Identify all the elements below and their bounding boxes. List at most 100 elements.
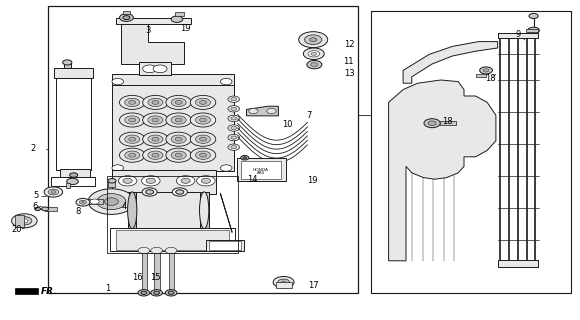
Circle shape [176, 190, 184, 194]
Circle shape [152, 100, 159, 104]
Bar [169, 251, 174, 293]
Circle shape [35, 207, 41, 211]
Circle shape [228, 96, 240, 102]
Bar [209, 241, 241, 250]
Circle shape [228, 125, 240, 131]
Circle shape [104, 198, 118, 205]
Bar [15, 215, 24, 227]
Bar [276, 282, 292, 288]
Circle shape [175, 100, 182, 104]
Circle shape [171, 116, 186, 124]
Circle shape [190, 148, 216, 162]
Bar [139, 62, 171, 75]
Circle shape [48, 189, 59, 195]
Bar [142, 251, 147, 293]
Circle shape [228, 134, 240, 141]
Circle shape [171, 135, 186, 143]
Text: 14: 14 [247, 175, 258, 184]
Circle shape [67, 178, 78, 185]
Circle shape [172, 188, 187, 196]
Text: 15: 15 [150, 273, 161, 282]
Circle shape [63, 60, 72, 65]
Text: ABS: ABS [257, 172, 265, 175]
Circle shape [190, 113, 216, 127]
Text: 13: 13 [344, 69, 354, 78]
Circle shape [112, 78, 124, 85]
Text: 6: 6 [32, 202, 38, 211]
Bar [48, 6, 358, 293]
Bar [154, 251, 160, 293]
Circle shape [151, 290, 162, 296]
Circle shape [119, 148, 145, 162]
Circle shape [118, 176, 137, 186]
Circle shape [220, 165, 232, 171]
Bar [476, 74, 486, 77]
Bar [158, 228, 165, 238]
Circle shape [17, 217, 32, 225]
Circle shape [231, 98, 237, 101]
Circle shape [123, 16, 130, 20]
Circle shape [51, 191, 56, 193]
Circle shape [82, 202, 84, 203]
Bar [45, 207, 57, 211]
Bar [440, 121, 456, 125]
Circle shape [195, 135, 211, 143]
Circle shape [129, 153, 136, 157]
Text: HONDA: HONDA [253, 168, 269, 172]
Bar [112, 85, 234, 171]
Polygon shape [121, 22, 184, 64]
Circle shape [480, 67, 492, 74]
Bar [172, 228, 179, 238]
Circle shape [195, 98, 211, 107]
Circle shape [148, 135, 163, 143]
Circle shape [220, 78, 232, 85]
Circle shape [201, 178, 211, 183]
Circle shape [119, 113, 145, 127]
Circle shape [175, 118, 182, 122]
Polygon shape [389, 80, 496, 261]
Bar [107, 176, 238, 253]
Circle shape [228, 106, 240, 112]
Bar [66, 183, 70, 188]
Circle shape [190, 95, 216, 109]
Circle shape [311, 63, 318, 67]
Bar [498, 260, 538, 267]
Bar [116, 18, 191, 24]
Circle shape [308, 51, 320, 57]
Bar [200, 192, 209, 229]
Circle shape [151, 247, 162, 254]
Circle shape [228, 115, 240, 122]
Bar [116, 230, 229, 250]
Circle shape [90, 199, 99, 204]
Bar [184, 228, 191, 238]
Circle shape [119, 95, 145, 109]
Text: 4: 4 [122, 202, 128, 211]
Circle shape [310, 38, 317, 42]
Circle shape [267, 108, 276, 114]
Circle shape [148, 151, 163, 159]
Circle shape [243, 157, 246, 159]
Circle shape [175, 137, 182, 141]
Text: 11: 11 [343, 57, 353, 66]
Circle shape [171, 151, 186, 159]
Bar [175, 12, 184, 16]
Bar [86, 199, 103, 204]
Bar [60, 169, 90, 178]
Circle shape [108, 179, 116, 183]
Circle shape [200, 118, 206, 122]
Bar [108, 181, 115, 187]
Text: 19: 19 [307, 176, 317, 185]
Circle shape [12, 214, 37, 228]
Circle shape [129, 100, 136, 104]
Text: 19: 19 [180, 24, 191, 33]
Text: 10: 10 [282, 120, 292, 129]
Bar [128, 192, 136, 229]
Bar [64, 62, 71, 68]
Circle shape [231, 146, 237, 149]
Circle shape [148, 116, 163, 124]
Circle shape [154, 291, 160, 294]
Circle shape [231, 117, 237, 120]
Circle shape [141, 291, 147, 294]
Circle shape [281, 281, 286, 284]
Circle shape [165, 247, 177, 254]
